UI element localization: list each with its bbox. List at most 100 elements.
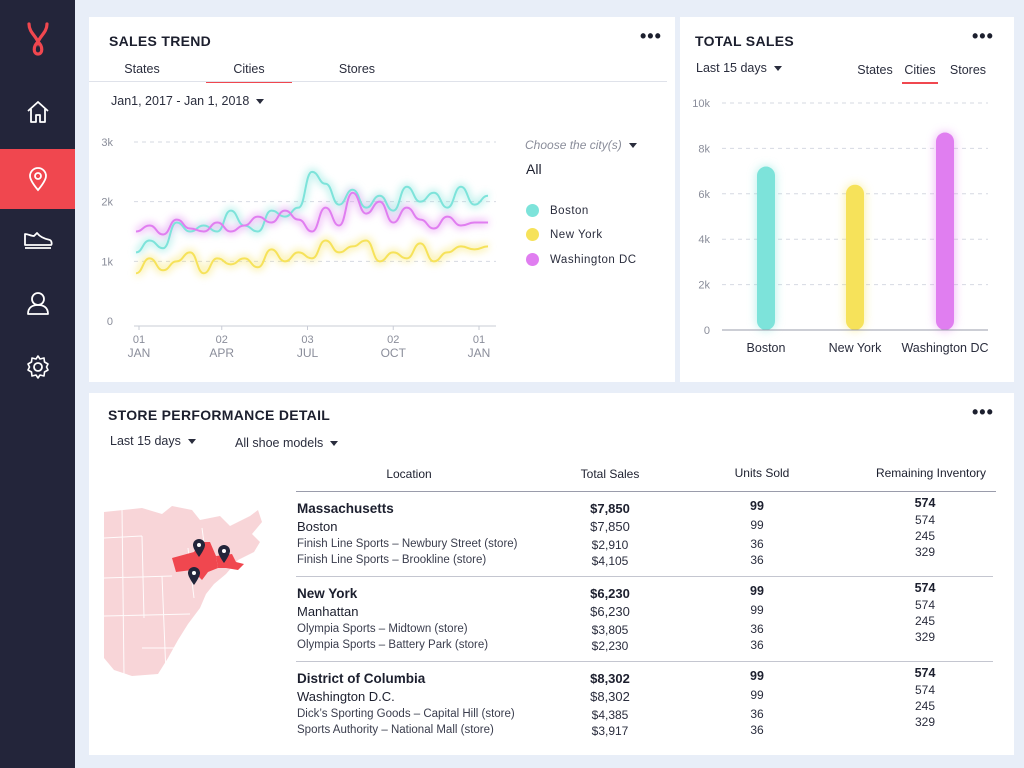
units-sold-value: 36 [750,553,764,567]
total-sales-title: TOTAL SALES [695,33,794,49]
total-sales-value: $3,917 [591,724,629,738]
date-range-dropdown[interactable]: Jan1, 2017 - Jan 1, 2018 [111,94,265,108]
city-filter-value: All [526,161,542,177]
y-tick-label: 8k [698,143,710,155]
sales-trend-more-icon[interactable]: ••• [640,26,662,46]
header-location[interactable]: Location [386,467,432,481]
chevron-down-icon [187,439,196,445]
store-name: Dick’s Sporting Goods – Capital Hill (st… [297,708,515,720]
chevron-down-icon [330,441,339,447]
remaining-inventory-value: 245 [914,614,936,628]
total-sales-more-icon[interactable]: ••• [972,26,994,46]
total-tab-stores[interactable]: Stores [949,63,987,77]
legend-washington-dc[interactable]: Washington DC [526,253,637,266]
total-sales-value: $8,302 [590,671,630,686]
store-name: Sports Authority – National Mall (store) [297,724,494,736]
bar-category-label: Washington DC [901,341,988,355]
nav-home[interactable] [0,82,75,142]
header-total-sales[interactable]: Total Sales [580,467,640,481]
units-sold-value: 36 [750,723,764,737]
map-pin-icon[interactable] [188,567,200,585]
remaining-inventory-value: 245 [914,699,936,713]
city-filter-hint: Choose the city(s) [525,138,622,152]
y-tick-label: 1k [101,256,113,268]
y-tick-label: 4k [698,234,710,246]
legend-boston[interactable]: Boston [526,204,589,217]
store-performance-more-icon[interactable]: ••• [972,402,994,422]
units-sold-value: 99 [750,518,764,532]
total-sales-value: $8,302 [590,689,630,704]
bar-category-label: New York [829,341,883,355]
legend-new-york[interactable]: New York [526,228,603,241]
state-name: New York [297,586,358,601]
x-tick-month: JAN [468,346,491,360]
map-pin-icon[interactable] [218,545,230,563]
total-sales-card: TOTAL SALES ••• Last 15 days States Citi… [680,17,1014,382]
nav-locations[interactable] [0,149,75,209]
table-header-divider [296,491,996,492]
sales-trend-title: SALES TREND [109,33,212,49]
y-tick-label: 2k [698,280,710,292]
city-name: Manhattan [297,604,359,619]
remaining-inventory-value: 329 [914,545,936,559]
header-remaining-inventory[interactable]: Remaining Inventory [875,466,987,480]
units-sold-value: 36 [750,707,764,721]
tab-states[interactable]: States [124,62,160,76]
store-name: Finish Line Sports – Brookline (store) [297,554,487,566]
northeast-us-map[interactable] [102,498,272,683]
units-sold-value: 99 [750,669,764,683]
x-tick-day: 03 [301,334,313,346]
legend-dot [526,253,539,266]
total-sales-chart: 0 2k 4k 6k 8k 10k Boston New York Washington DC [692,98,988,355]
bar-washington-dc[interactable] [936,132,954,330]
city-name: Washington D.C. [297,689,395,704]
state-name: District of Columbia [297,671,426,686]
series-glow [135,237,489,277]
remaining-inventory-value: 574 [914,598,936,612]
total-sales-period-dropdown[interactable]: Last 15 days [696,61,782,75]
total-tab-cities[interactable]: Cities [902,63,938,84]
series-line-new-york[interactable] [135,239,489,275]
brand-logo[interactable] [0,18,75,62]
bar-category-label: Boston [747,341,786,355]
city-filter-dropdown[interactable]: Choose the city(s) [525,138,637,152]
units-sold-value: 36 [750,537,764,551]
home-icon [26,101,49,123]
total-tab-states[interactable]: States [857,63,893,77]
date-range-label: Jan1, 2017 - Jan 1, 2018 [111,94,250,108]
x-tick-day: 02 [387,334,399,346]
y-tick-label: 10k [692,98,710,110]
shoe-model-dropdown[interactable]: All shoe models [235,436,339,450]
total-sales-value: $2,910 [591,538,629,552]
map-pin-icon[interactable] [193,539,205,557]
nav-settings[interactable] [0,337,75,397]
tab-cities[interactable]: Cities [206,62,292,83]
total-sales-value: $4,105 [591,554,629,568]
y-tick-label: 0 [107,316,113,328]
total-sales-value: $4,385 [591,708,629,722]
chevron-down-icon [628,143,637,149]
series-line-boston[interactable] [135,170,489,254]
bar-boston[interactable] [757,166,775,330]
group-divider [296,661,993,662]
new-york-region[interactable] [172,542,218,580]
store-period-dropdown[interactable]: Last 15 days [110,434,196,448]
location-pin-icon [28,167,47,192]
store-name: Olympia Sports – Battery Park (store) [297,639,489,651]
units-sold-value: 99 [750,584,764,598]
total-sales-value: $3,805 [591,623,629,637]
y-tick-label: 3k [101,137,113,149]
state-name: Massachusetts [297,501,394,516]
bar-new-york[interactable] [846,184,864,330]
tab-stores[interactable]: Stores [338,62,376,76]
series-line-washington-dc[interactable] [135,191,488,236]
nav-users[interactable] [0,273,75,333]
header-units-sold[interactable]: Units Sold [734,466,790,480]
total-sales-value: $2,230 [591,639,629,653]
units-sold-value: 36 [750,622,764,636]
remaining-inventory-value: 574 [914,666,936,680]
remaining-inventory-value: 574 [914,496,936,510]
nav-products[interactable] [0,208,75,268]
total-sales-value: $6,230 [590,586,630,601]
